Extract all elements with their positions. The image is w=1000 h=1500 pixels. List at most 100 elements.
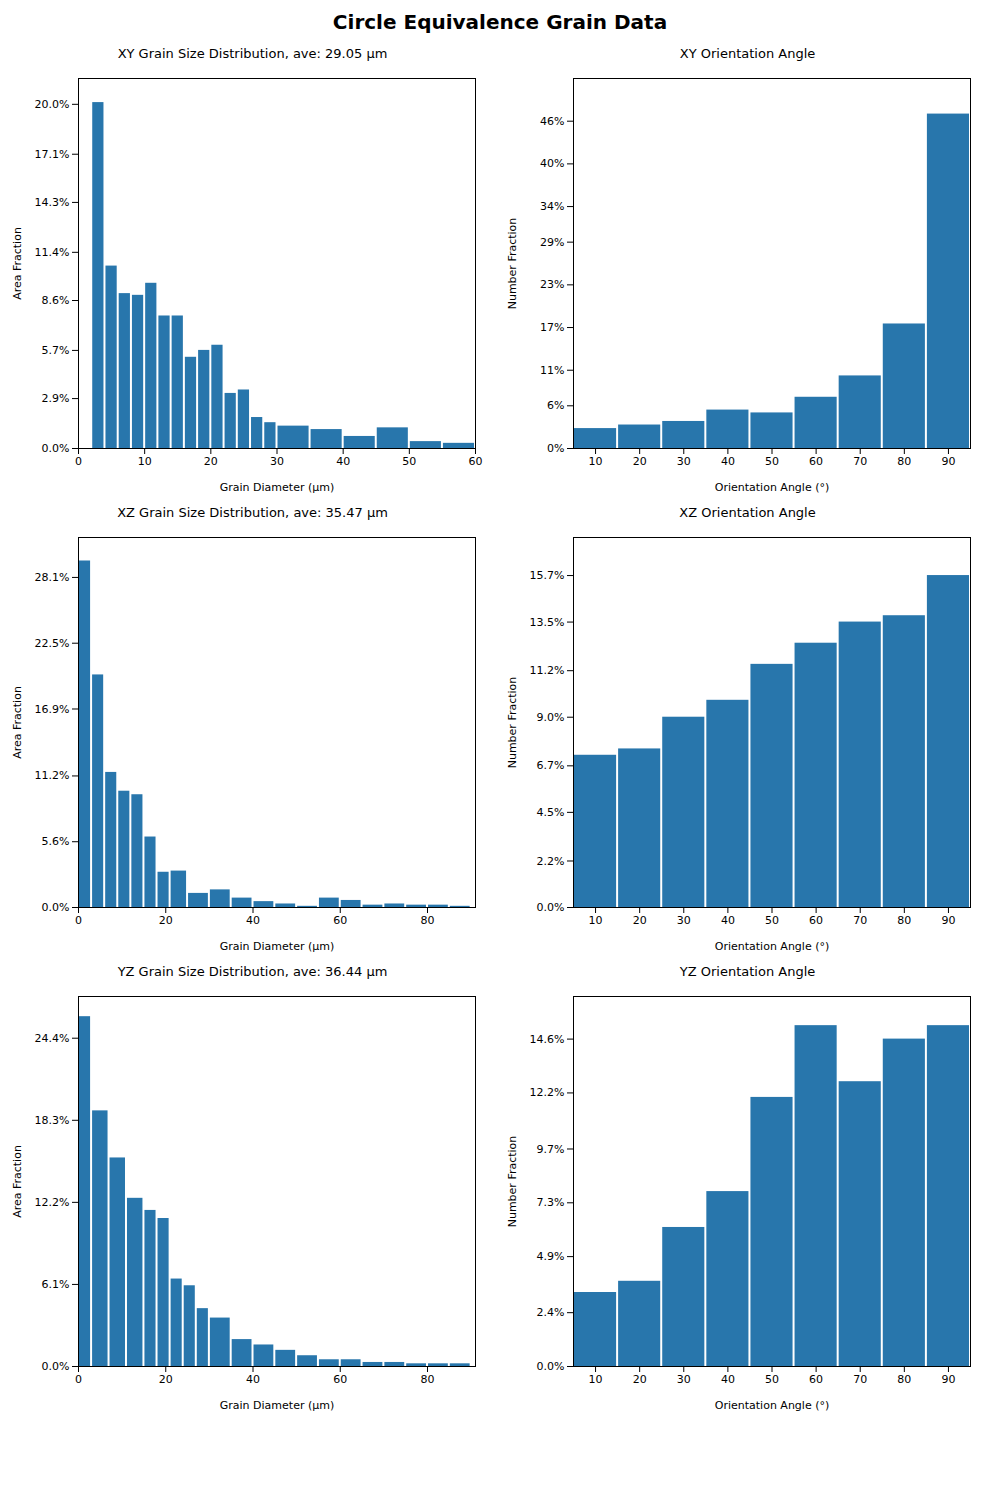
svg-text:Number Fraction: Number Fraction [506, 1136, 519, 1228]
svg-text:40: 40 [246, 1373, 260, 1386]
svg-text:80: 80 [897, 1373, 911, 1386]
svg-text:14.3%: 14.3% [35, 196, 70, 209]
svg-text:17%: 17% [540, 321, 564, 334]
svg-text:20: 20 [204, 455, 218, 468]
svg-text:17.1%: 17.1% [35, 148, 70, 161]
svg-text:2.2%: 2.2% [537, 855, 565, 868]
svg-text:50: 50 [765, 1373, 779, 1386]
svg-text:Area Fraction: Area Fraction [11, 1145, 24, 1218]
svg-text:9.7%: 9.7% [537, 1143, 565, 1156]
svg-text:20: 20 [633, 914, 647, 927]
svg-text:12.2%: 12.2% [35, 1196, 70, 1209]
svg-text:13.5%: 13.5% [530, 616, 565, 629]
svg-text:50: 50 [765, 914, 779, 927]
svg-text:24.4%: 24.4% [35, 1032, 70, 1045]
svg-text:80: 80 [421, 1373, 435, 1386]
svg-text:Area Fraction: Area Fraction [11, 686, 24, 759]
svg-text:20: 20 [633, 1373, 647, 1386]
svg-text:10: 10 [589, 1373, 603, 1386]
svg-text:0.0%: 0.0% [537, 901, 565, 914]
svg-text:23%: 23% [540, 278, 564, 291]
svg-text:Grain Diameter (µm): Grain Diameter (µm) [220, 1399, 334, 1412]
svg-text:50: 50 [765, 455, 779, 468]
svg-text:46%: 46% [540, 115, 564, 128]
svg-text:50: 50 [402, 455, 416, 468]
svg-text:4.5%: 4.5% [537, 806, 565, 819]
svg-text:70: 70 [853, 455, 867, 468]
svg-text:40%: 40% [540, 157, 564, 170]
svg-text:60: 60 [469, 455, 483, 468]
svg-text:40: 40 [246, 914, 260, 927]
svg-text:30: 30 [677, 914, 691, 927]
svg-text:30: 30 [270, 455, 284, 468]
svg-text:20: 20 [633, 455, 647, 468]
svg-text:70: 70 [853, 914, 867, 927]
svg-text:60: 60 [333, 1373, 347, 1386]
svg-text:6%: 6% [547, 399, 564, 412]
svg-text:29%: 29% [540, 236, 564, 249]
svg-text:34%: 34% [540, 200, 564, 213]
svg-text:Area Fraction: Area Fraction [11, 227, 24, 300]
svg-text:6.1%: 6.1% [42, 1278, 70, 1291]
svg-text:0%: 0% [547, 442, 564, 455]
svg-text:18.3%: 18.3% [35, 1114, 70, 1127]
svg-text:15.7%: 15.7% [530, 569, 565, 582]
svg-text:0: 0 [75, 914, 82, 927]
svg-text:60: 60 [333, 914, 347, 927]
svg-text:80: 80 [421, 914, 435, 927]
svg-text:Orientation Angle (°): Orientation Angle (°) [715, 940, 829, 953]
svg-text:Orientation Angle (°): Orientation Angle (°) [715, 1399, 829, 1412]
svg-text:8.6%: 8.6% [42, 294, 70, 307]
svg-text:11.2%: 11.2% [530, 664, 565, 677]
svg-text:Grain Diameter (µm): Grain Diameter (µm) [220, 940, 334, 953]
svg-text:9.0%: 9.0% [537, 711, 565, 724]
svg-text:40: 40 [721, 1373, 735, 1386]
svg-text:0: 0 [75, 455, 82, 468]
svg-text:4.9%: 4.9% [537, 1250, 565, 1263]
svg-text:0.0%: 0.0% [42, 1360, 70, 1373]
svg-text:40: 40 [721, 455, 735, 468]
svg-text:40: 40 [721, 914, 735, 927]
svg-text:20: 20 [159, 914, 173, 927]
svg-text:0: 0 [75, 1373, 82, 1386]
svg-text:7.3%: 7.3% [537, 1196, 565, 1209]
svg-text:0.0%: 0.0% [42, 901, 70, 914]
svg-text:2.9%: 2.9% [42, 392, 70, 405]
svg-text:80: 80 [897, 914, 911, 927]
svg-text:28.1%: 28.1% [35, 571, 70, 584]
svg-text:60: 60 [809, 455, 823, 468]
svg-text:80: 80 [897, 455, 911, 468]
svg-text:11.4%: 11.4% [35, 246, 70, 259]
svg-text:40: 40 [336, 455, 350, 468]
svg-text:30: 30 [677, 455, 691, 468]
svg-text:Number Fraction: Number Fraction [506, 677, 519, 769]
svg-text:70: 70 [853, 1373, 867, 1386]
svg-text:0.0%: 0.0% [42, 442, 70, 455]
svg-text:90: 90 [941, 914, 955, 927]
svg-text:90: 90 [941, 1373, 955, 1386]
svg-text:22.5%: 22.5% [35, 637, 70, 650]
svg-text:10: 10 [138, 455, 152, 468]
svg-text:10: 10 [589, 914, 603, 927]
svg-text:90: 90 [941, 455, 955, 468]
svg-text:10: 10 [589, 455, 603, 468]
svg-text:Orientation Angle (°): Orientation Angle (°) [715, 481, 829, 494]
svg-text:11%: 11% [540, 364, 564, 377]
svg-text:2.4%: 2.4% [537, 1306, 565, 1319]
svg-text:6.7%: 6.7% [537, 759, 565, 772]
svg-text:30: 30 [677, 1373, 691, 1386]
svg-text:60: 60 [809, 1373, 823, 1386]
svg-text:Number Fraction: Number Fraction [506, 218, 519, 310]
svg-text:20: 20 [159, 1373, 173, 1386]
svg-text:5.7%: 5.7% [42, 344, 70, 357]
svg-text:60: 60 [809, 914, 823, 927]
svg-text:0.0%: 0.0% [537, 1360, 565, 1373]
svg-text:14.6%: 14.6% [530, 1033, 565, 1046]
svg-text:16.9%: 16.9% [35, 703, 70, 716]
svg-text:20.0%: 20.0% [35, 98, 70, 111]
svg-text:5.6%: 5.6% [42, 835, 70, 848]
html-text:Circle Equivalence Grain Data: Circle Equivalence Grain Data [332, 10, 668, 34]
svg-text:11.2%: 11.2% [35, 769, 70, 782]
svg-text:12.2%: 12.2% [530, 1086, 565, 1099]
svg-text:Grain Diameter (µm): Grain Diameter (µm) [220, 481, 334, 494]
